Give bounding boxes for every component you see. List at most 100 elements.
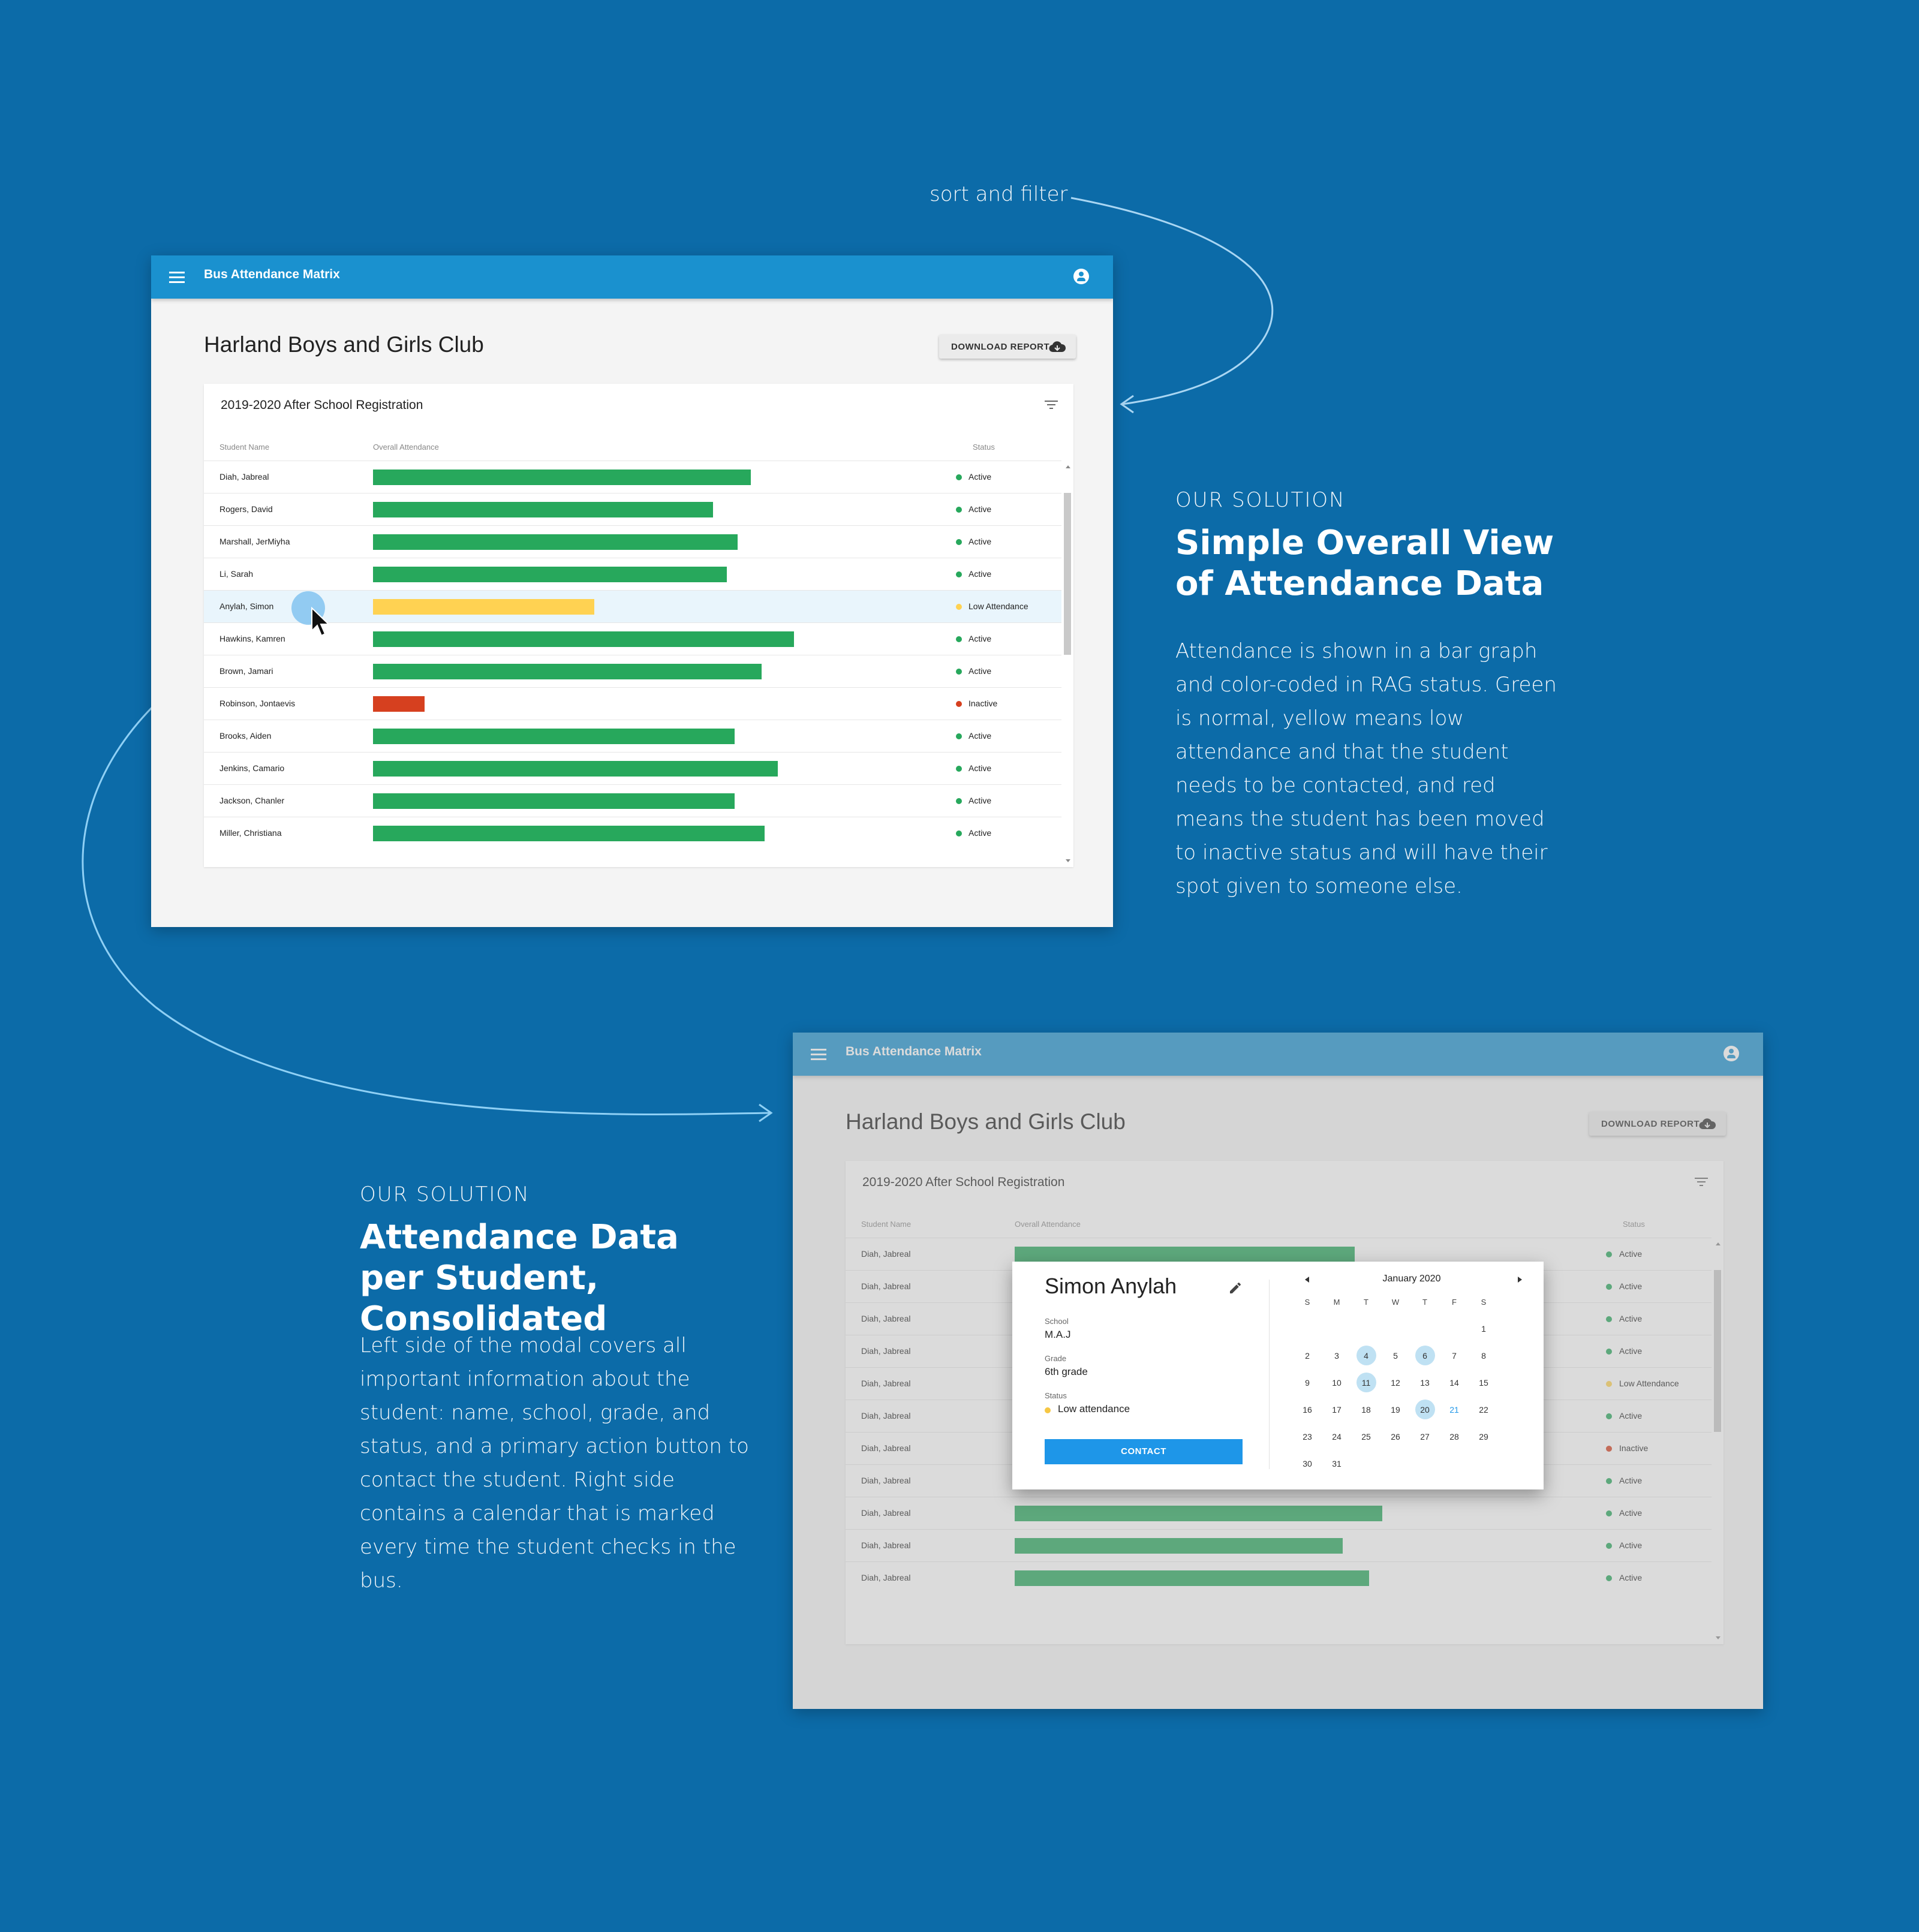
student-name-cell: Diah, Jabreal xyxy=(861,1540,911,1550)
student-name-cell: Robinson, Jontaevis xyxy=(219,699,296,708)
status-dot xyxy=(1606,1575,1612,1581)
calendar-day[interactable]: 7 xyxy=(1452,1351,1457,1361)
account-circle-icon[interactable] xyxy=(1073,269,1089,284)
table-row[interactable]: Brown, Jamari Active xyxy=(204,655,1061,687)
calendar-day[interactable]: 22 xyxy=(1479,1405,1488,1415)
status-cell: Inactive xyxy=(1619,1443,1649,1453)
table-row[interactable]: Hawkins, Kamren Active xyxy=(204,622,1061,655)
calendar-day[interactable]: 15 xyxy=(1479,1378,1488,1388)
chevron-left-icon[interactable] xyxy=(1305,1277,1309,1283)
menu-icon[interactable] xyxy=(811,1046,826,1063)
status-dot xyxy=(1045,1407,1051,1413)
calendar-day[interactable]: 14 xyxy=(1449,1378,1459,1388)
status-cell: Active xyxy=(968,731,992,741)
table-row[interactable]: Diah, Jabreal Active xyxy=(846,1561,1712,1594)
column-header-status[interactable]: Status xyxy=(1623,1220,1645,1229)
filter-icon[interactable] xyxy=(1695,1178,1708,1188)
table-row[interactable]: Diah, Jabreal Active xyxy=(846,1238,1712,1270)
calendar-day[interactable]: 11 xyxy=(1353,1372,1379,1394)
table-row[interactable]: Diah, Jabreal Active xyxy=(846,1497,1712,1529)
status-cell: Active xyxy=(968,504,992,514)
column-header-name[interactable]: Student Name xyxy=(861,1220,912,1229)
table-row[interactable]: Diah, Jabreal Active xyxy=(204,461,1061,493)
calendar-day[interactable]: 30 xyxy=(1303,1459,1312,1468)
calendar-day[interactable]: 19 xyxy=(1391,1405,1400,1415)
table-row[interactable]: Jenkins, Camario Active xyxy=(204,752,1061,784)
calendar-day[interactable]: 26 xyxy=(1391,1432,1400,1442)
calendar-day[interactable]: 9 xyxy=(1305,1378,1310,1388)
status-cell: Active xyxy=(968,537,992,546)
calendar-day[interactable]: 20 xyxy=(1412,1399,1438,1421)
status-dot xyxy=(956,733,962,739)
status-dot xyxy=(956,798,962,804)
table-row[interactable]: Miller, Christiana Active xyxy=(204,817,1061,849)
table-row[interactable]: Rogers, David Active xyxy=(204,493,1061,525)
table-scrollbar[interactable] xyxy=(1064,464,1071,865)
table-row[interactable]: Jackson, Chanler Active xyxy=(204,784,1061,817)
table-row[interactable]: Li, Sarah Active xyxy=(204,558,1061,590)
weekday-label: S xyxy=(1481,1298,1487,1307)
calendar-day[interactable]: 29 xyxy=(1479,1432,1488,1442)
download-report-button[interactable]: DOWNLOAD REPORT xyxy=(1589,1112,1726,1136)
table-row[interactable]: Anylah, Simon Low Attendance xyxy=(204,590,1061,622)
student-name-cell: Jenkins, Camario xyxy=(219,763,285,773)
weekday-label: M xyxy=(1333,1298,1340,1307)
student-name-cell: Diah, Jabreal xyxy=(861,1379,911,1388)
filter-icon[interactable] xyxy=(1045,401,1058,411)
table-title: 2019-2020 After School Registration xyxy=(221,398,423,412)
weekday-label: F xyxy=(1452,1298,1457,1307)
student-name-cell: Anylah, Simon xyxy=(219,601,274,611)
status-cell: Active xyxy=(1619,1314,1643,1323)
calendar-day[interactable]: 31 xyxy=(1332,1459,1342,1468)
column-header-attendance[interactable]: Overall Attendance xyxy=(1015,1220,1081,1229)
table-row[interactable]: Marshall, JerMiyha Active xyxy=(204,525,1061,558)
calendar-day[interactable]: 13 xyxy=(1420,1378,1430,1388)
calendar-day[interactable]: 27 xyxy=(1420,1432,1430,1442)
calendar-day[interactable]: 1 xyxy=(1481,1324,1486,1334)
status-cell: Active xyxy=(1619,1281,1643,1291)
attendance-bar xyxy=(1015,1506,1382,1521)
status-dot xyxy=(1606,1543,1612,1549)
status-cell: Active xyxy=(1619,1508,1643,1518)
table-scrollbar[interactable] xyxy=(1714,1241,1721,1642)
column-header-status[interactable]: Status xyxy=(973,443,995,452)
attendance-bar xyxy=(373,761,778,777)
calendar-day[interactable]: 4 xyxy=(1353,1345,1379,1367)
calendar-day[interactable]: 16 xyxy=(1303,1405,1312,1415)
table-row[interactable]: Robinson, Jontaevis Inactive xyxy=(204,687,1061,720)
calendar-day[interactable]: 5 xyxy=(1393,1351,1398,1361)
status-cell: Active xyxy=(968,763,992,773)
menu-icon[interactable] xyxy=(169,269,185,285)
status-dot xyxy=(956,474,962,480)
calendar-day[interactable]: 17 xyxy=(1332,1405,1342,1415)
calendar-day[interactable]: 25 xyxy=(1361,1432,1371,1442)
account-circle-icon[interactable] xyxy=(1724,1046,1739,1061)
calendar-day[interactable]: 10 xyxy=(1332,1378,1342,1388)
download-report-button[interactable]: DOWNLOAD REPORT xyxy=(939,335,1076,359)
calendar-day[interactable]: 28 xyxy=(1449,1432,1459,1442)
pencil-icon[interactable] xyxy=(1228,1281,1243,1295)
calendar-day[interactable]: 8 xyxy=(1481,1351,1486,1361)
student-name-cell: Diah, Jabreal xyxy=(861,1476,911,1485)
column-header-attendance[interactable]: Overall Attendance xyxy=(373,443,439,452)
calendar-day[interactable]: 3 xyxy=(1334,1351,1339,1361)
status-dot xyxy=(956,830,962,836)
solution-one-body: Attendance is shown in a bar graph and c… xyxy=(1175,639,1557,898)
calendar-day[interactable]: 6 xyxy=(1412,1345,1438,1367)
attendance-bar xyxy=(1015,1570,1369,1586)
calendar-day[interactable]: 18 xyxy=(1361,1405,1371,1415)
status-dot xyxy=(956,571,962,577)
table-row[interactable]: Diah, Jabreal Active xyxy=(846,1529,1712,1561)
student-name-cell: Brown, Jamari xyxy=(219,666,273,676)
calendar-day[interactable]: 24 xyxy=(1332,1432,1342,1442)
calendar-day[interactable]: 23 xyxy=(1303,1432,1312,1442)
column-header-name[interactable]: Student Name xyxy=(219,443,270,452)
calendar-day[interactable]: 21 xyxy=(1449,1405,1459,1415)
calendar-day[interactable]: 12 xyxy=(1391,1378,1400,1388)
table-row[interactable]: Brooks, Aiden Active xyxy=(204,720,1061,752)
calendar-day[interactable]: 2 xyxy=(1305,1351,1310,1361)
attendance-bar xyxy=(373,502,713,517)
chevron-right-icon[interactable] xyxy=(1518,1277,1522,1283)
contact-button[interactable]: CONTACT xyxy=(1045,1439,1243,1464)
attendance-bar xyxy=(373,567,727,582)
